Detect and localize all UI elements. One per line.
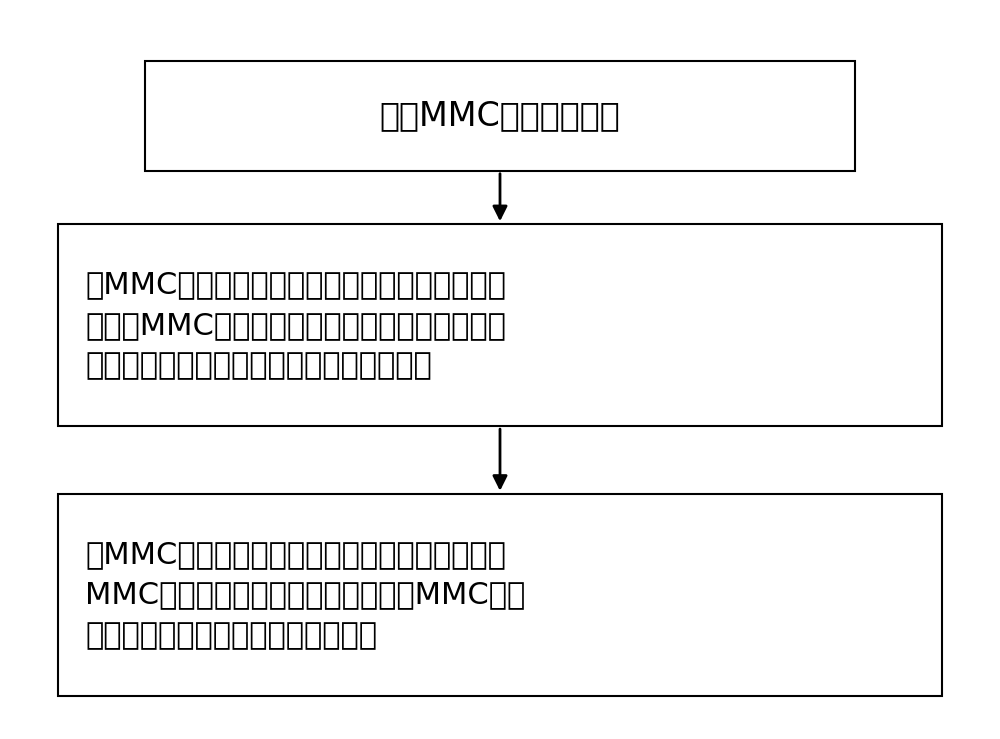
FancyBboxPatch shape — [145, 61, 855, 171]
Text: 当MMC满足并网要求的电压幅值和频率要求时，
MMC自动完成并网，完成并网动作后MMC由交
流下垂同期模式切换至并网运行模式: 当MMC满足并网要求的电压幅值和频率要求时， MMC自动完成并网，完成并网动作后… — [85, 539, 526, 650]
Text: 获取MMC运行控制指令: 获取MMC运行控制指令 — [380, 99, 620, 132]
Text: 当MMC运行控制指令为离网转并网切换指令时，
对应的MMC由离网运行模式切换至交流下垂同期
模式，自动追踪交流电网的电压幅值和频率: 当MMC运行控制指令为离网转并网切换指令时， 对应的MMC由离网运行模式切换至交… — [85, 270, 506, 380]
FancyBboxPatch shape — [58, 224, 942, 426]
FancyBboxPatch shape — [58, 494, 942, 696]
